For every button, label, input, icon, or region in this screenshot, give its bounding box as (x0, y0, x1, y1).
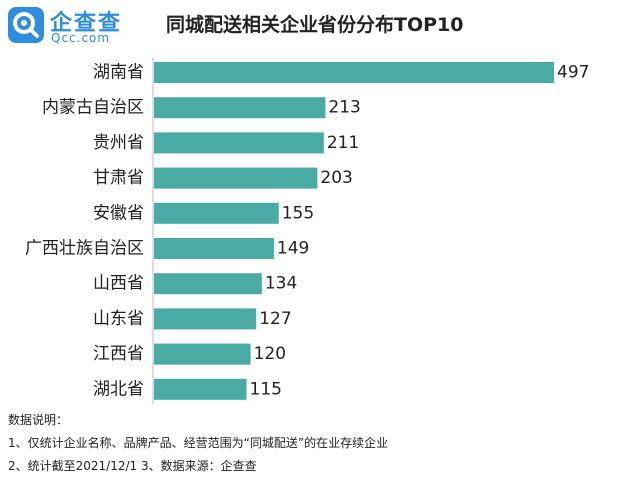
value-label-9: 115 (250, 379, 282, 399)
chart-title: 同城配送相关企业省份分布TOP10 (166, 14, 464, 36)
data-notes: 数据说明： 1、仅统计企业名称、品牌产品、经营范围为“同城配送”的在业存续企业 … (8, 409, 388, 478)
brand-name-en: Qcc.com (51, 31, 111, 45)
brand-name-cn: 企查查 (50, 11, 123, 36)
notes-line-2: 2、统计截至2021/12/1 3、数据来源：企查查 (8, 459, 257, 473)
bar-7 (154, 308, 257, 330)
category-label-6: 山西省 (93, 274, 144, 294)
bar-0 (154, 62, 554, 83)
qcc-magnifier-icon (8, 7, 44, 43)
bar-4 (154, 202, 279, 224)
bar-1 (154, 97, 326, 119)
bar-2 (154, 132, 324, 154)
value-label-5: 149 (277, 239, 309, 259)
notes-line-1: 1、仅统计企业名称、品牌产品、经营范围为“同城配送”的在业存续企业 (8, 436, 389, 450)
value-label-7: 127 (259, 309, 291, 329)
bar-5 (154, 238, 274, 259)
value-label-2: 211 (327, 133, 359, 153)
category-label-4: 安徽省 (93, 203, 144, 223)
bar-6 (154, 273, 262, 295)
value-label-3: 203 (320, 168, 352, 188)
category-label-1: 内蒙古自治区 (42, 98, 144, 118)
value-label-8: 120 (254, 344, 286, 364)
category-label-8: 江西省 (93, 344, 144, 364)
category-label-3: 甘肃省 (93, 168, 144, 188)
value-label-6: 134 (265, 274, 297, 294)
bar-3 (154, 167, 318, 189)
brand-logo: 企查查 Qcc.com (8, 6, 148, 46)
notes-heading: 数据说明： (8, 413, 69, 427)
value-label-4: 155 (282, 203, 314, 223)
category-label-9: 湖北省 (93, 379, 144, 399)
category-label-0: 湖南省 (93, 63, 144, 83)
category-label-7: 山东省 (93, 309, 144, 329)
bar-8 (154, 343, 251, 365)
bar-9 (154, 378, 247, 400)
category-label-2: 贵州省 (93, 133, 144, 153)
category-label-5: 广西壮族自治区 (25, 239, 144, 259)
value-label-0: 497 (557, 63, 589, 83)
value-label-1: 213 (328, 98, 360, 118)
